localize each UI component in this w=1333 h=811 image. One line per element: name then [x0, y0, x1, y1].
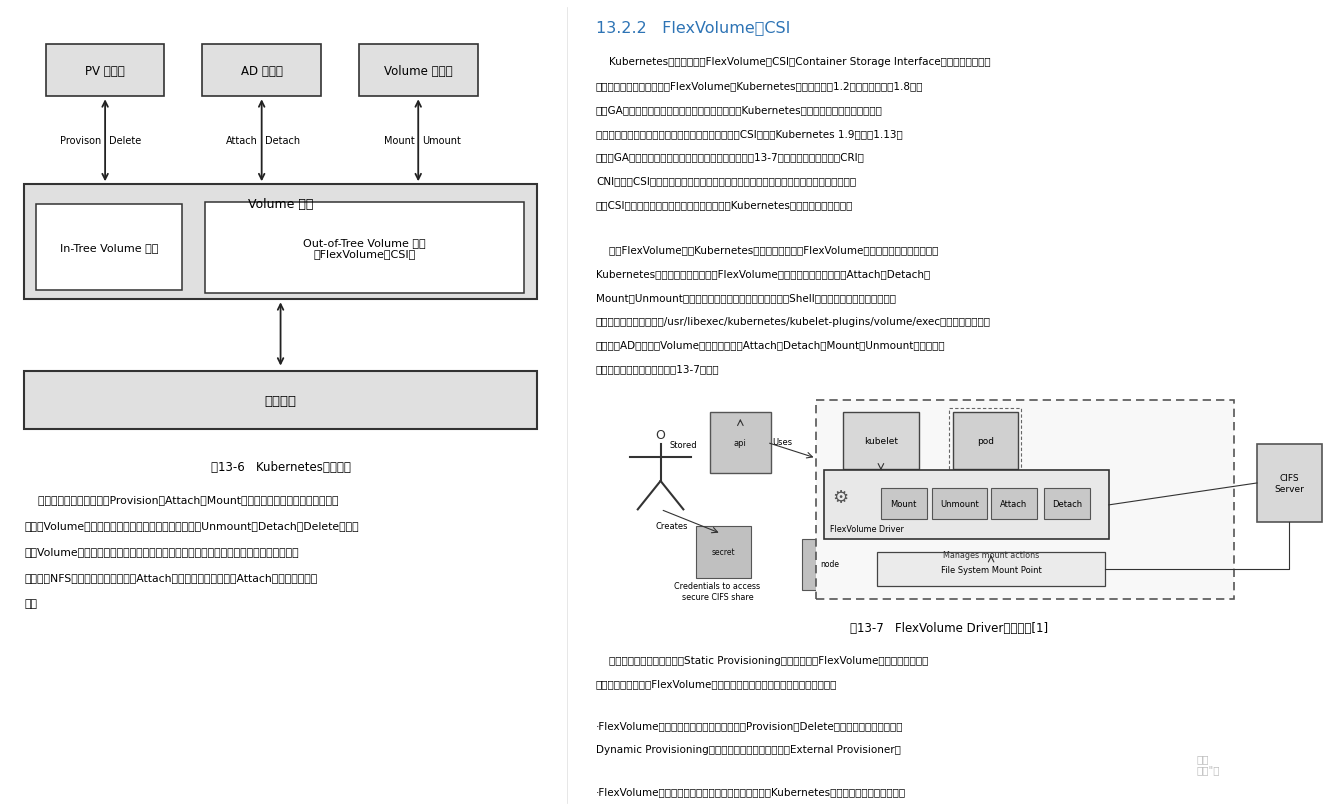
Text: 的，譬如NFS，实际使用中并不需要Attach，此时存储插件只需将Attach设置为空操作即: 的，譬如NFS，实际使用中并不需要Attach，此时存储插件只需将Attach设…: [24, 573, 317, 582]
Text: 单的。然而也是由于FlexVolume过于简单了，导致应用时会有诸多不便之处。: 单的。然而也是由于FlexVolume过于简单了，导致应用时会有诸多不便之处。: [596, 679, 837, 689]
Text: Out-of-Tree Volume 插件
（FlexVolume、CSI）: Out-of-Tree Volume 插件 （FlexVolume、CSI）: [303, 238, 425, 259]
FancyBboxPatch shape: [953, 412, 1017, 469]
Text: 点增加时，需要由管理员在新节点上部署FlexVolume驱动，有经验的系统管理员通常会专门: 点增加时，需要由管理员在新节点上部署FlexVolume驱动，有经验的系统管理员…: [596, 810, 874, 811]
Text: 13.2.2   FlexVolume与CSI: 13.2.2 FlexVolume与CSI: [596, 20, 790, 35]
Text: 使用CSI规范去扩展自己的存储能力，这是目前Kubernetes重点发展的扩展机制。: 使用CSI规范去扩展自己的存储能力，这是目前Kubernetes重点发展的扩展机…: [596, 200, 853, 210]
Text: 可。: 可。: [24, 599, 37, 608]
Text: Credentials to access
secure CIFS share: Credentials to access secure CIFS share: [674, 581, 761, 601]
FancyBboxPatch shape: [36, 205, 181, 290]
Text: 图13-7   FlexVolume Driver工作过程[1]: 图13-7 FlexVolume Driver工作过程[1]: [850, 620, 1048, 634]
FancyBboxPatch shape: [205, 203, 524, 294]
Text: PV 控制器: PV 控制器: [85, 64, 125, 78]
FancyBboxPatch shape: [877, 552, 1105, 586]
Text: 挂载的Volume，当存储插件的生命周期完结，依次经过Unmount、Detach、Delete操作之: 挂载的Volume，当存储插件的生命周期完结，依次经过Unmount、Detac…: [24, 521, 359, 530]
FancyBboxPatch shape: [24, 371, 537, 430]
Text: 真实存储: 真实存储: [264, 394, 296, 407]
Text: File System Mount Point: File System Mount Point: [941, 565, 1041, 574]
Text: ⚙: ⚙: [833, 488, 849, 507]
Text: Mount: Mount: [384, 136, 415, 146]
Text: pod: pod: [977, 436, 994, 445]
Text: Attach: Attach: [1000, 500, 1028, 508]
Text: kubelet: kubelet: [864, 436, 898, 445]
Text: CNI相同，CSI是公开的技术规范，任何容器运行时、容器编排引擎只要愿意支持，都可以: CNI相同，CSI是公开的技术规范，任何容器运行时、容器编排引擎只要愿意支持，都…: [596, 176, 856, 187]
Text: Detach: Detach: [265, 136, 300, 146]
FancyBboxPatch shape: [1044, 488, 1090, 519]
Text: AD 控制器: AD 控制器: [241, 64, 283, 78]
FancyBboxPatch shape: [816, 400, 1234, 599]
FancyBboxPatch shape: [710, 412, 770, 473]
Text: node: node: [820, 560, 840, 569]
Text: 处于冻结状态，可以正常使用但不再发展新的功能。CSI则是从Kubernetes 1.9版本（1.13版: 处于冻结状态，可以正常使用但不再发展新的功能。CSI则是从Kubernetes …: [596, 128, 902, 139]
Text: 两套独立的存储扩展机制。FlexVolume是Kubernetes很早期版本（1.2版本开始提供，1.8版本: 两套独立的存储扩展机制。FlexVolume是Kubernetes很早期版本（1…: [596, 80, 924, 91]
Text: Uses: Uses: [772, 438, 792, 447]
FancyBboxPatch shape: [1257, 444, 1321, 521]
FancyBboxPatch shape: [203, 45, 321, 97]
FancyBboxPatch shape: [696, 526, 750, 577]
Text: Provison: Provison: [60, 136, 101, 146]
Text: Manages mount actions: Manages mount actions: [942, 550, 1040, 560]
Text: Creates: Creates: [656, 521, 688, 530]
FancyBboxPatch shape: [24, 185, 537, 300]
FancyBboxPatch shape: [45, 45, 164, 97]
Text: Dynamic Provisioning，除非你愿意再单独编写一个External Provisioner。: Dynamic Provisioning，除非你愿意再单独编写一个Externa…: [596, 744, 901, 754]
Text: FlexVolume Driver: FlexVolume Driver: [830, 524, 904, 533]
Text: Mount、Unmount操作的可执行文件（甚至可以仅仅是个Shell脚本）而已，该可执行文件应: Mount、Unmount操作的可执行文件（甚至可以仅仅是个Shell脚本）而已…: [596, 292, 896, 303]
Text: Delete: Delete: [109, 136, 141, 146]
FancyBboxPatch shape: [824, 470, 1109, 539]
Text: 激活
转到"设: 激活 转到"设: [1196, 753, 1220, 775]
Text: 达到GA状态）就开始支持的扩展机制，它是只针对Kubernetes的私有的存储扩展，目前已经: 达到GA状态）就开始支持的扩展机制，它是只针对Kubernetes的私有的存储扩…: [596, 105, 882, 114]
Text: Attach: Attach: [227, 136, 257, 146]
Text: api: api: [734, 438, 746, 448]
Text: secret: secret: [712, 547, 734, 556]
Text: Unmount: Unmount: [940, 500, 978, 508]
Text: CIFS
Server: CIFS Server: [1274, 474, 1304, 493]
FancyBboxPatch shape: [990, 488, 1037, 519]
FancyBboxPatch shape: [802, 539, 857, 590]
Text: Detach: Detach: [1052, 500, 1082, 508]
Text: 调用它的对应方法接口，如图13-7所示。: 调用它的对应方法接口，如图13-7所示。: [596, 364, 720, 374]
FancyBboxPatch shape: [842, 412, 918, 469]
Text: ·FlexVolume并不是全功能的驱动：它不包含Provision和Delete操作，也就无法直接用于: ·FlexVolume并不是全功能的驱动：它不包含Provision和Delet…: [596, 720, 904, 731]
Text: 如果仅仅考虑支持最基本的Static Provisioning，那实现一个FlexVolume驱动确实是非常简: 如果仅仅考虑支持最基本的Static Provisioning，那实现一个Fle…: [596, 654, 928, 665]
Text: In-Tree Volume 插件: In-Tree Volume 插件: [60, 242, 159, 253]
Text: Kubernetes的存储架构高度一致。FlexVolume驱动其实就是一个实现了Attach、Detach、: Kubernetes的存储架构高度一致。FlexVolume驱动其实就是一个实现…: [596, 268, 930, 278]
Text: Umount: Umount: [423, 136, 461, 146]
Text: 该存放在集群每个节点的/usr/libexec/kubernetes/kubelet-plugins/volume/exec目录里，其工作过: 该存放在集群每个节点的/usr/libexec/kubernetes/kubel…: [596, 316, 990, 326]
Text: Volume 插件: Volume 插件: [248, 198, 313, 211]
FancyBboxPatch shape: [881, 488, 926, 519]
Text: Mount: Mount: [890, 500, 917, 508]
Text: 程就是当AD控制器和Volume管理器需要进行Attach、Detach、Mount、Unmount操作时自动: 程就是当AD控制器和Volume管理器需要进行Attach、Detach、Mou…: [596, 340, 945, 350]
Text: 由于FlexVolume是为Kubernetes量身订做的，所以FlexVolume的实现逻辑与上一节介绍的: 由于FlexVolume是为Kubernetes量身订做的，所以FlexVolu…: [596, 244, 938, 255]
Text: Stored: Stored: [669, 440, 697, 449]
Text: Volume 管理器: Volume 管理器: [384, 64, 452, 78]
Text: 后端的真实存储依次经过Provision、Attach、Mount操作之后，就形成了可以在容器中: 后端的真实存储依次经过Provision、Attach、Mount操作之后，就形…: [24, 495, 339, 504]
Text: ·FlexVolume的部署、维护都需要由管理员手工进行，Kubernetes对此并不知情。每当集群节: ·FlexVolume的部署、维护都需要由管理员手工进行，Kubernetes对…: [596, 786, 906, 796]
FancyBboxPatch shape: [932, 488, 986, 519]
Text: O: O: [656, 428, 665, 442]
Text: 本达到GA状态）开始加入的扩展机制，其组件架构如图13-7所示，与之前介绍过的CRI和: 本达到GA状态）开始加入的扩展机制，其组件架构如图13-7所示，与之前介绍过的C…: [596, 152, 865, 162]
Text: 后，Volume便能够被存储系统回收。对于某些存储插件来说，其中有一些操作可能是无效: 后，Volume便能够被存储系统回收。对于某些存储插件来说，其中有一些操作可能是…: [24, 547, 299, 556]
Text: Kubernetes目前同时支持FlexVolume与CSI（Container Storage Interface，容器存储接口）: Kubernetes目前同时支持FlexVolume与CSI（Container…: [596, 57, 990, 67]
Text: 图13-6   Kubernetes存储架构: 图13-6 Kubernetes存储架构: [211, 461, 351, 474]
FancyBboxPatch shape: [359, 45, 477, 97]
